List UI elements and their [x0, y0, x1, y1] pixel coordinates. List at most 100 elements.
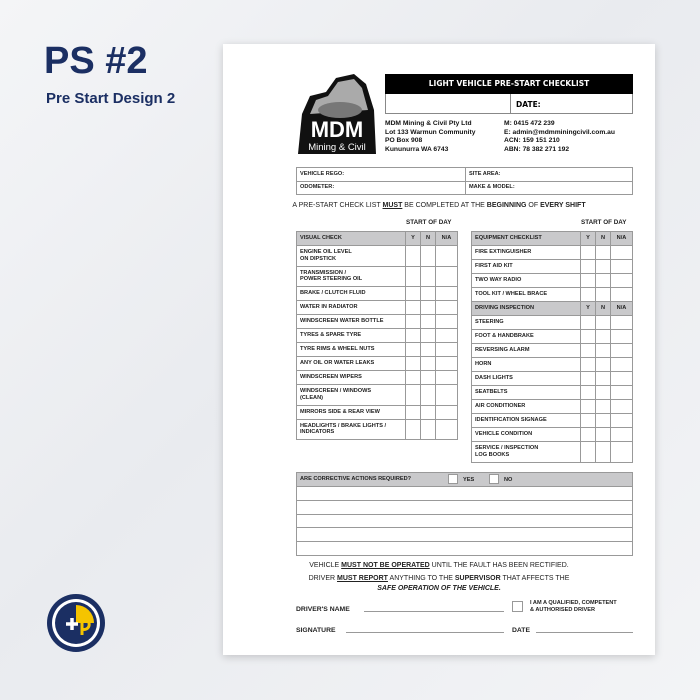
n-cell[interactable]: [595, 427, 611, 442]
na-cell[interactable]: [610, 273, 633, 288]
corrective-action-line[interactable]: [296, 527, 633, 543]
y-cell[interactable]: [580, 315, 596, 330]
yes-checkbox[interactable]: [448, 474, 458, 484]
n-cell[interactable]: [420, 342, 436, 357]
corrective-action-line[interactable]: [296, 513, 633, 529]
y-cell[interactable]: [580, 259, 596, 274]
na-cell[interactable]: [610, 357, 633, 372]
n-cell[interactable]: [595, 273, 611, 288]
na-cell[interactable]: [610, 385, 633, 400]
n-cell[interactable]: [420, 245, 436, 267]
date-line[interactable]: [536, 632, 633, 633]
y-cell[interactable]: [405, 265, 421, 287]
n-cell[interactable]: [595, 441, 611, 463]
item-label: DASH LIGHTS: [471, 371, 581, 386]
company-contact: M: 0415 472 239 E: admin@mdmminingcivil.…: [504, 120, 615, 154]
n-cell[interactable]: [595, 287, 611, 302]
n-cell[interactable]: [420, 300, 436, 315]
n-cell[interactable]: [420, 265, 436, 287]
na-cell[interactable]: [435, 265, 458, 287]
n-cell[interactable]: [595, 413, 611, 428]
odometer-field[interactable]: ODOMETER:: [296, 180, 466, 195]
na-cell[interactable]: [610, 315, 633, 330]
y-cell[interactable]: [405, 384, 421, 406]
n-cell[interactable]: [595, 357, 611, 372]
y-cell[interactable]: [580, 357, 596, 372]
na-cell[interactable]: [610, 287, 633, 302]
y-cell[interactable]: [405, 404, 421, 420]
na-cell[interactable]: [610, 343, 633, 358]
n-cell[interactable]: [595, 315, 611, 330]
n-cell[interactable]: [420, 384, 436, 406]
y-cell[interactable]: [405, 245, 421, 267]
na-cell[interactable]: [610, 371, 633, 386]
n-cell[interactable]: [420, 286, 436, 301]
y-cell[interactable]: [580, 273, 596, 288]
n-cell[interactable]: [420, 404, 436, 420]
n-cell[interactable]: [595, 385, 611, 400]
na-cell[interactable]: [610, 441, 633, 463]
drivers-name-line[interactable]: [364, 611, 504, 612]
na-cell[interactable]: [435, 404, 458, 420]
n-cell[interactable]: [420, 328, 436, 343]
na-cell[interactable]: [435, 300, 458, 315]
na-cell[interactable]: [435, 384, 458, 406]
y-cell[interactable]: [580, 371, 596, 386]
corrective-action-line[interactable]: [296, 541, 633, 556]
col-na: N/A: [610, 231, 633, 246]
na-cell[interactable]: [610, 427, 633, 442]
y-cell[interactable]: [405, 314, 421, 329]
na-cell[interactable]: [435, 286, 458, 301]
n-cell[interactable]: [595, 399, 611, 414]
na-cell[interactable]: [610, 245, 633, 260]
y-cell[interactable]: [580, 427, 596, 442]
na-cell[interactable]: [610, 259, 633, 274]
y-cell[interactable]: [580, 329, 596, 344]
n-cell[interactable]: [595, 329, 611, 344]
no-checkbox[interactable]: [489, 474, 499, 484]
n-cell[interactable]: [420, 356, 436, 371]
n-cell[interactable]: [595, 371, 611, 386]
n-cell[interactable]: [420, 314, 436, 329]
corrective-action-line[interactable]: [296, 486, 633, 501]
y-cell[interactable]: [405, 370, 421, 385]
y-cell[interactable]: [405, 418, 421, 440]
y-cell[interactable]: [580, 385, 596, 400]
checklist-row: VEHICLE CONDITION: [471, 427, 633, 442]
vehicle-rego-field[interactable]: VEHICLE REGO:: [296, 167, 466, 182]
n-cell[interactable]: [595, 259, 611, 274]
n-cell[interactable]: [420, 418, 436, 440]
n-cell[interactable]: [420, 370, 436, 385]
na-cell[interactable]: [435, 314, 458, 329]
na-cell[interactable]: [610, 413, 633, 428]
signature-line[interactable]: [346, 632, 504, 633]
n-cell[interactable]: [595, 245, 611, 260]
y-cell[interactable]: [580, 413, 596, 428]
na-cell[interactable]: [435, 356, 458, 371]
na-cell[interactable]: [435, 418, 458, 440]
na-cell[interactable]: [435, 370, 458, 385]
na-cell[interactable]: [435, 328, 458, 343]
qualified-checkbox[interactable]: [512, 601, 523, 612]
site-area-field[interactable]: SITE AREA:: [465, 167, 633, 182]
item-label: MIRRORS SIDE & REAR VIEW: [296, 404, 406, 420]
na-cell[interactable]: [610, 329, 633, 344]
y-cell[interactable]: [580, 399, 596, 414]
y-cell[interactable]: [580, 287, 596, 302]
make-model-field[interactable]: MAKE & MODEL:: [465, 180, 633, 195]
na-cell[interactable]: [610, 399, 633, 414]
y-cell[interactable]: [405, 286, 421, 301]
item-label: WINDSCREEN WIPERS: [296, 370, 406, 385]
y-cell[interactable]: [580, 343, 596, 358]
y-cell[interactable]: [405, 356, 421, 371]
y-cell[interactable]: [405, 342, 421, 357]
corrective-action-line[interactable]: [296, 499, 633, 515]
na-cell[interactable]: [435, 342, 458, 357]
y-cell[interactable]: [405, 328, 421, 343]
y-cell[interactable]: [405, 300, 421, 315]
y-cell[interactable]: [580, 245, 596, 260]
na-cell[interactable]: [435, 245, 458, 267]
n-cell[interactable]: [595, 343, 611, 358]
y-cell[interactable]: [580, 441, 596, 463]
item-label: TWO WAY RADIO: [471, 273, 581, 288]
